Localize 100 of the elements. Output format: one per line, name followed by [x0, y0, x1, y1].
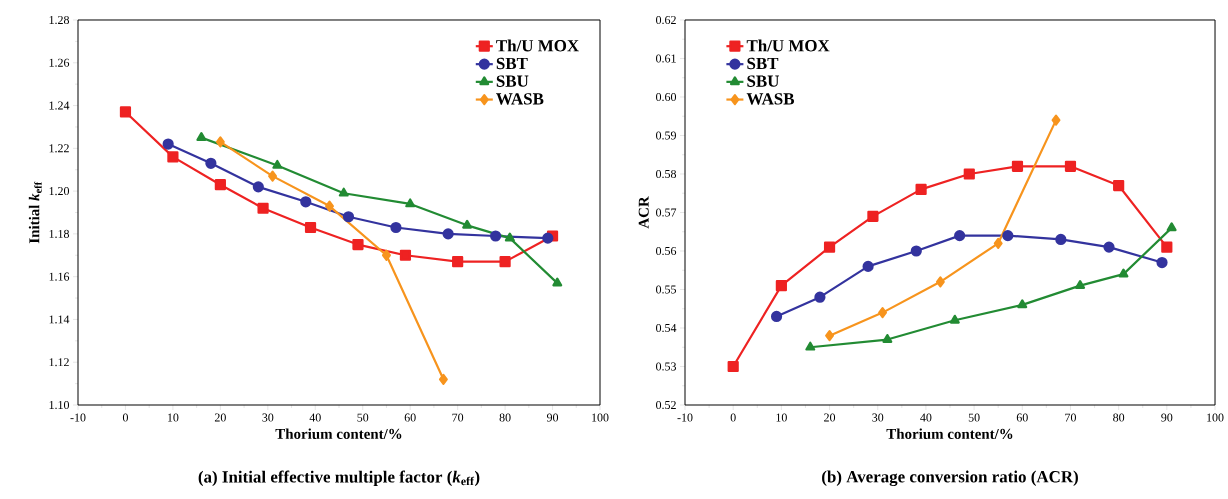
y-axis-title: Initial k$_{eff}$	[28, 181, 42, 244]
y-tick-label: 0.56	[656, 246, 677, 256]
x-tick-label: 60	[1016, 413, 1028, 422]
point	[770, 310, 783, 323]
y-tick-label: 0.61	[656, 54, 676, 63]
x-tick-label: 90	[546, 413, 559, 422]
point	[862, 260, 874, 272]
point	[405, 198, 416, 208]
point	[438, 373, 448, 385]
point	[300, 196, 312, 208]
legend-label: SBU	[747, 75, 780, 87]
y-tick-label: 1.10	[49, 400, 70, 410]
point	[993, 237, 1003, 249]
point	[867, 210, 879, 222]
point	[342, 211, 355, 223]
text: (b) Average conversion ratio (ACR)	[822, 470, 1078, 487]
point	[814, 291, 826, 303]
point	[490, 230, 502, 242]
y-tick-label: 0.60	[656, 92, 677, 102]
point	[963, 168, 975, 180]
point	[935, 276, 945, 288]
point	[823, 241, 836, 253]
x-tick-label: 20	[214, 413, 226, 422]
legend-label: WASB	[496, 93, 544, 105]
point	[167, 151, 179, 163]
point	[915, 183, 927, 195]
x-tick-label: 50	[968, 413, 980, 422]
point	[162, 138, 174, 150]
y-tick-label: 0.53	[656, 362, 677, 371]
point	[504, 232, 515, 242]
point	[338, 187, 349, 197]
point	[882, 333, 893, 343]
point	[1055, 233, 1067, 246]
y-axis-title: ACR	[638, 196, 649, 229]
point	[214, 179, 226, 191]
x-tick-label: 70	[1065, 413, 1076, 422]
x-tick-label: 40	[309, 413, 321, 422]
point	[1011, 160, 1024, 172]
x-tick-label: 30	[262, 413, 274, 422]
point	[1075, 280, 1086, 289]
x-tick-label: 100	[592, 413, 609, 422]
x-axis-title: Thorium content/%	[275, 428, 402, 439]
x-tick-label: 10	[776, 413, 787, 422]
point	[390, 221, 402, 234]
point	[1161, 241, 1173, 253]
point	[949, 314, 960, 324]
point	[272, 159, 283, 169]
legend-label: SBT	[496, 57, 528, 70]
y-tick-label: 1.26	[49, 58, 70, 67]
point	[1051, 114, 1061, 126]
y-tick-label: 1.24	[49, 101, 70, 110]
point	[805, 341, 816, 351]
legend-label: SBU	[496, 75, 529, 87]
y-tick-label: 0.55	[656, 285, 677, 294]
text: (a) Initial effective multiple factor (k$_{eff}$)	[198, 470, 480, 487]
x-tick-label: 0	[122, 413, 128, 422]
legend-label: SBT	[747, 57, 779, 70]
x-tick-label: 90	[1161, 413, 1173, 422]
legend-label: WASB	[746, 93, 795, 105]
y-tick-label: 0.58	[656, 169, 677, 179]
point	[1002, 230, 1014, 242]
x-tick-label: 80	[499, 413, 511, 422]
x-tick-label: 100	[1207, 413, 1224, 422]
y-tick-label: 0.54	[656, 323, 677, 333]
x-tick-label: 0	[730, 413, 736, 422]
point	[462, 219, 473, 229]
y-tick-label: 1.28	[49, 15, 70, 25]
point	[268, 170, 278, 182]
point	[775, 280, 787, 292]
point	[1064, 160, 1077, 172]
point	[552, 277, 563, 287]
point	[1017, 299, 1028, 309]
legend-label: Th/U MOX	[496, 39, 579, 52]
legend-label: Th/U MOX	[746, 39, 830, 52]
point	[452, 256, 464, 268]
y-tick-label: 1.16	[49, 272, 70, 281]
point	[304, 221, 317, 234]
point	[1113, 179, 1125, 192]
x-tick-label: 50	[357, 413, 369, 422]
point	[381, 249, 391, 261]
point	[910, 245, 922, 257]
point	[1118, 268, 1129, 278]
x-tick-label: -10	[70, 413, 86, 422]
point	[252, 181, 264, 193]
x-tick-label: 10	[167, 413, 179, 422]
x-tick-label: 20	[824, 413, 836, 422]
x-tick-label: 60	[404, 413, 416, 422]
x-tick-label: 30	[872, 413, 884, 422]
point	[878, 307, 888, 319]
point	[954, 230, 966, 242]
y-tick-label: 0.57	[656, 208, 677, 217]
y-tick-label: 1.14	[49, 315, 70, 324]
y-tick-label: 1.18	[49, 229, 70, 238]
x-tick-label: 70	[452, 413, 464, 422]
x-tick-label: -10	[677, 413, 693, 422]
x-tick-label: 80	[1113, 413, 1125, 422]
point	[325, 200, 334, 212]
y-tick-label: 0.62	[656, 15, 676, 25]
y-tick-label: 1.22	[49, 144, 69, 153]
y-tick-label: 0.59	[656, 131, 676, 140]
